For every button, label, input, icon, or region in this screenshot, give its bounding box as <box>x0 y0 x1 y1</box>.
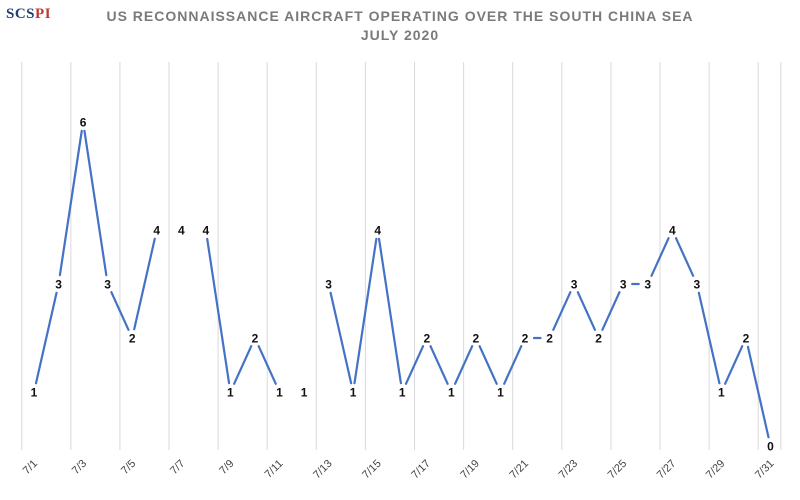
data-label-7-25: 3 <box>620 278 627 292</box>
line-segment-7-20 <box>503 345 523 385</box>
data-label-7-5: 2 <box>129 332 136 346</box>
x-tick-7-19: 7/19 <box>458 458 482 482</box>
data-label-7-24: 2 <box>595 332 602 346</box>
x-tick-7-11: 7/11 <box>263 458 286 481</box>
x-tick-7-27: 7/27 <box>655 458 679 482</box>
line-segment-7-1 <box>34 291 58 385</box>
x-tick-7-17: 7/17 <box>409 458 433 482</box>
line-segment-7-26 <box>650 237 670 277</box>
data-label-7-31: 0 <box>767 440 774 454</box>
x-tick-7-5: 7/5 <box>119 458 138 477</box>
line-segment-7-8 <box>206 237 231 385</box>
data-label-7-27: 4 <box>669 224 676 238</box>
x-tick-7-7: 7/7 <box>168 458 187 477</box>
line-segment-7-16 <box>404 345 425 385</box>
data-label-7-2: 3 <box>55 278 62 292</box>
data-label-7-1: 1 <box>31 386 38 400</box>
data-label-7-15: 4 <box>374 224 381 238</box>
logo-text-main: SCS <box>6 6 36 22</box>
x-tick-labels: 7/1 7/3 7/5 7/7 7/9 7/11 7/13 7/15 7/17 7/19 7/21 7… <box>21 458 777 482</box>
data-label-7-20: 1 <box>497 386 504 400</box>
x-tick-7-29: 7/29 <box>704 458 728 482</box>
line-segment-7-27 <box>674 237 695 277</box>
line-segment-7-13 <box>329 291 353 385</box>
data-label-7-22: 2 <box>546 332 553 346</box>
data-label-7-9: 1 <box>227 386 234 400</box>
data-label-7-4: 3 <box>104 278 111 292</box>
data-label-7-3: 6 <box>80 116 87 130</box>
scspi-logo: SCSPI <box>6 6 51 23</box>
line-segment-7-28 <box>697 291 721 385</box>
data-label-7-17: 2 <box>423 332 430 346</box>
data-label-7-28: 3 <box>694 278 701 292</box>
line-segment-7-29 <box>724 345 744 385</box>
line-segment-7-18 <box>453 345 474 385</box>
line-segment-7-22 <box>552 291 572 331</box>
x-tick-7-9: 7/9 <box>217 458 236 477</box>
data-label-7-21: 2 <box>522 332 529 346</box>
x-tick-7-21: 7/21 <box>507 458 531 482</box>
x-tick-7-25: 7/25 <box>606 458 630 482</box>
line-segment-7-15 <box>377 237 403 385</box>
data-label-7-13: 3 <box>325 278 332 292</box>
chart-title: US RECONNAISSANCE AIRCRAFT OPERATING OVE… <box>106 8 694 24</box>
line-segment-7-9 <box>233 345 253 385</box>
data-label-7-10: 2 <box>252 332 259 346</box>
x-tick-7-15: 7/15 <box>360 458 384 482</box>
data-label-7-11: 1 <box>276 386 283 400</box>
x-tick-7-1: 7/1 <box>21 458 40 477</box>
data-labels: 1 3 6 3 2 4 4 1 2 1 3 1 4 1 2 1 2 1 2 2 3 2 3 3 4 3 1 2 0 4 1 <box>31 116 775 454</box>
series-line <box>34 129 770 439</box>
data-label-7-18: 1 <box>448 386 455 400</box>
line-segment-7-2 <box>58 129 83 277</box>
line-segment-7-17 <box>429 345 449 385</box>
line-segment-7-5 <box>133 237 156 331</box>
line-segment-7-4 <box>110 291 130 331</box>
data-label-7-8: 4 <box>203 224 210 238</box>
data-label-7-12: 1 <box>301 386 308 400</box>
data-label-7-29: 1 <box>718 386 725 400</box>
line-segment-7-14 <box>353 237 378 385</box>
data-label-7-23: 3 <box>571 278 578 292</box>
data-label-7-7: 4 <box>178 224 185 238</box>
line-segment-7-10 <box>257 345 277 385</box>
logo-text-accent: PI <box>35 6 52 22</box>
x-tick-7-31: 7/31 <box>753 458 777 482</box>
line-segment-7-19 <box>478 345 498 385</box>
x-tick-7-23: 7/23 <box>557 458 581 482</box>
data-label-7-6: 4 <box>153 224 160 238</box>
data-label-7-16: 1 <box>399 386 406 400</box>
line-segment-7-3 <box>83 129 108 277</box>
line-segment-7-23 <box>576 291 597 331</box>
line-segment-7-24 <box>601 291 621 331</box>
line-segment-7-30 <box>746 345 770 439</box>
grid-lines <box>21 62 782 450</box>
x-tick-7-13: 7/13 <box>311 458 335 482</box>
data-label-7-14: 1 <box>350 386 357 400</box>
data-label-7-26: 3 <box>644 278 651 292</box>
x-tick-7-3: 7/3 <box>70 458 89 477</box>
data-label-7-19: 2 <box>473 332 480 346</box>
chart-subtitle: JULY 2020 <box>360 27 440 43</box>
data-label-7-30: 2 <box>743 332 750 346</box>
